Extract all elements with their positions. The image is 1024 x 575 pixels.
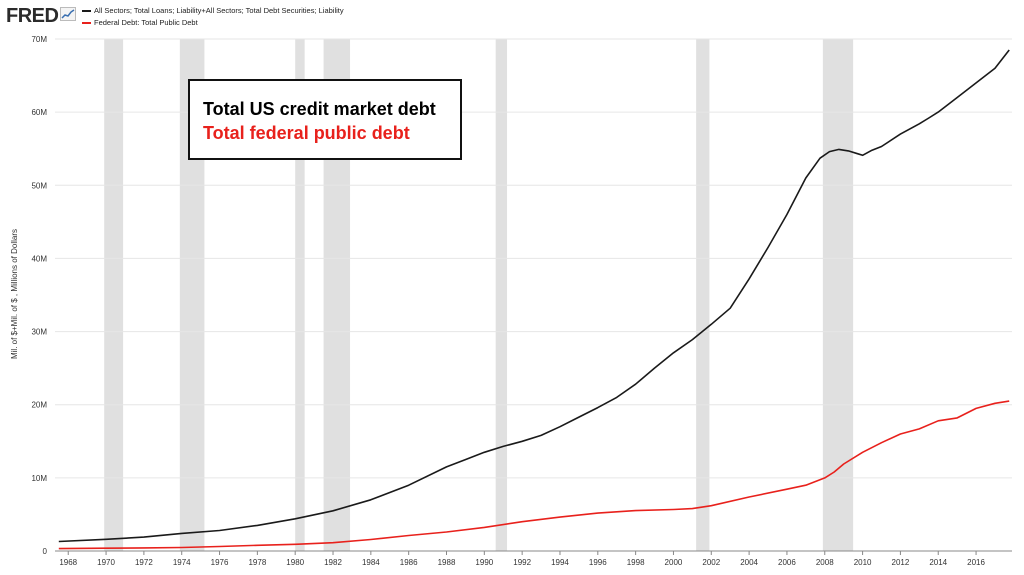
legend-label: All Sectors; Total Loans; Liability+All … [94, 6, 344, 15]
x-tick-label: 1984 [362, 558, 380, 567]
y-tick-label: 70M [31, 35, 47, 44]
x-tick-label: 1992 [513, 558, 531, 567]
legend-label: Federal Debt: Total Public Debt [94, 18, 198, 27]
x-tick-label: 2008 [816, 558, 834, 567]
legend-swatch [82, 22, 91, 25]
x-tick-label: 1982 [324, 558, 342, 567]
x-tick-label: 1968 [59, 558, 77, 567]
recession-band [295, 39, 305, 551]
series-line-2 [58, 400, 1010, 550]
y-tick-label: 20M [31, 401, 47, 410]
chart-header: FRED All Sectors; Total Loans; Liability… [6, 4, 906, 32]
fred-logo[interactable]: FRED [6, 5, 59, 27]
x-tick-label: 1980 [286, 558, 304, 567]
recession-band [822, 39, 854, 551]
legend-item-federal-debt[interactable]: Federal Debt: Total Public Debt [82, 18, 198, 28]
recession-band [104, 39, 124, 551]
x-tick-label: 1998 [627, 558, 645, 567]
legend-swatch [82, 10, 91, 13]
x-axis-ticks: 1968 1970 1972 1974 1976 1978 1980 1982 1984 1986… [59, 551, 986, 567]
series-layer [58, 49, 1010, 550]
annotation-box: Total US credit market debt Total federa… [188, 79, 462, 160]
y-tick-label: 50M [31, 181, 47, 190]
y-tick-label: 30M [31, 328, 47, 337]
x-tick-label: 2006 [778, 558, 796, 567]
recession-band [495, 39, 508, 551]
x-tick-label: 1978 [248, 558, 266, 567]
y-axis-label: Mil. of $+Mil. of $ , Millions of Dollar… [10, 229, 19, 359]
y-axis-ticks: 0 10M 20M 30M 40M 50M 60M 70M [31, 35, 47, 556]
x-tick-label: 1986 [400, 558, 418, 567]
annotation-credit-debt: Total US credit market debt [203, 99, 436, 119]
series-line-1 [58, 49, 1010, 543]
x-tick-label: 1990 [475, 558, 493, 567]
recession-bands [104, 39, 854, 551]
x-tick-label: 2012 [892, 558, 910, 567]
annotation-federal-debt: Total federal public debt [203, 123, 410, 143]
x-tick-label: 1972 [135, 558, 153, 567]
x-tick-label: 1988 [438, 558, 456, 567]
y-tick-label: 10M [31, 474, 47, 483]
x-tick-label: 2016 [967, 558, 985, 567]
x-tick-label: 1996 [589, 558, 607, 567]
x-tick-label: 1970 [97, 558, 115, 567]
x-tick-label: 2004 [740, 558, 758, 567]
recession-band [696, 39, 710, 551]
x-tick-label: 2002 [702, 558, 720, 567]
x-tick-label: 1994 [551, 558, 569, 567]
y-tick-label: 40M [31, 254, 47, 263]
x-tick-label: 1974 [173, 558, 191, 567]
x-tick-label: 2000 [665, 558, 683, 567]
legend-item-credit-debt[interactable]: All Sectors; Total Loans; Liability+All … [82, 6, 344, 16]
line-chart-icon [60, 7, 76, 21]
y-tick-label: 60M [31, 108, 47, 117]
x-tick-label: 2010 [854, 558, 872, 567]
x-tick-label: 1976 [211, 558, 229, 567]
x-tick-label: 2014 [929, 558, 947, 567]
y-tick-label: 0 [43, 547, 48, 556]
